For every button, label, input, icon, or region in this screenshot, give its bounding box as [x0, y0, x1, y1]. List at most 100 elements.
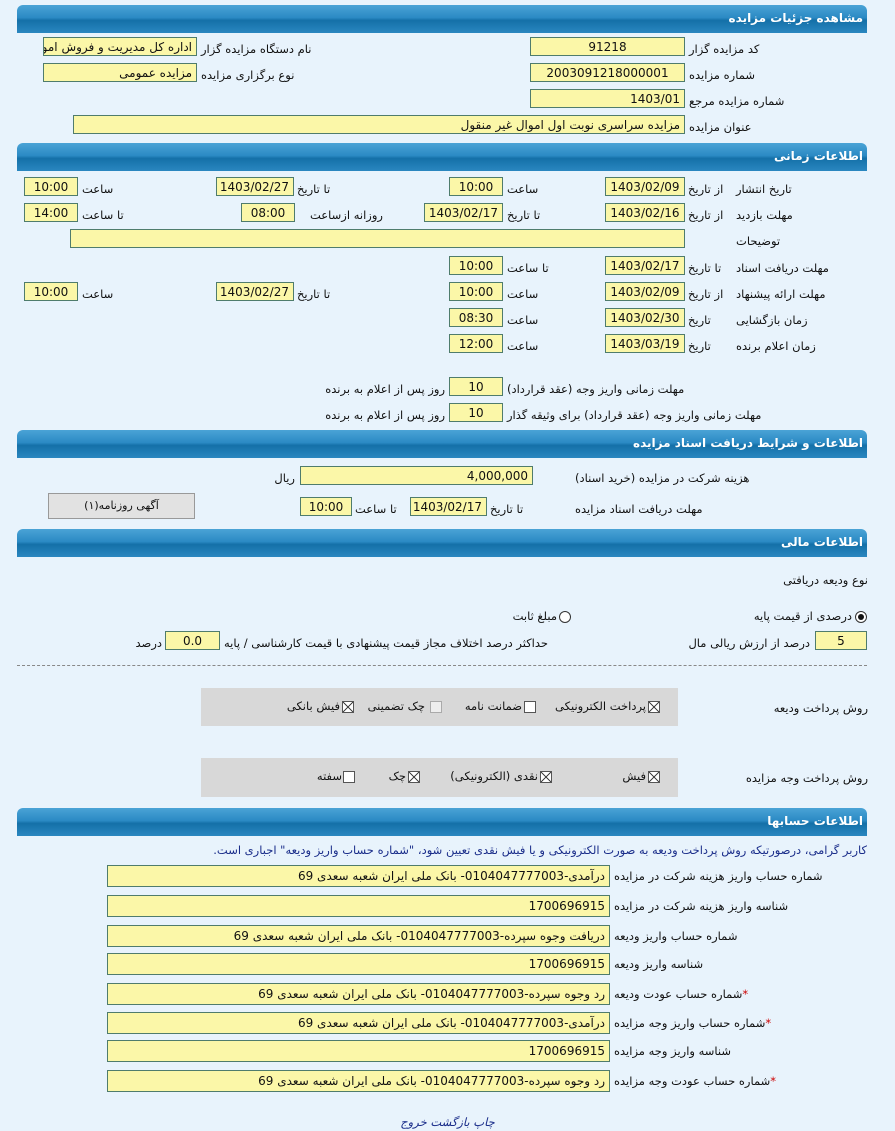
label: شماره مزایده [689, 68, 755, 82]
ref-field: 1403/01 [530, 89, 685, 108]
visit-to-time: 14:00 [24, 203, 78, 222]
opening-time: 08:30 [449, 308, 503, 327]
label: فیش [622, 769, 646, 783]
checkbox-promissory[interactable] [343, 771, 355, 783]
percent-field: 5 [815, 631, 867, 650]
winner-date: 1403/03/19 [605, 334, 685, 353]
account-label-text: شناسه واریز ودیعه [614, 957, 704, 971]
exit-link[interactable]: خروج [400, 1115, 427, 1129]
label: تاریخ [688, 313, 711, 327]
checkbox-cash[interactable] [540, 771, 552, 783]
docs-deadline-time: 10:00 [300, 497, 352, 516]
label: درصد [135, 636, 162, 650]
org-field: اداره کل مدیریت و فروش اموال [43, 37, 197, 56]
label: از تاریخ [688, 208, 724, 222]
label: روش پرداخت وجه مزایده [745, 771, 868, 785]
label: درصد از ارزش ریالی مال [688, 636, 810, 650]
label: زمان اعلام برنده [736, 339, 816, 353]
label: مهلت بازدید [736, 208, 793, 222]
divider [17, 665, 867, 666]
label: مهلت دریافت اسناد مزایده [575, 502, 703, 516]
account-field: رد وجوه سپرده-0104047777003- بانک ملی ای… [107, 983, 610, 1005]
back-link[interactable]: بازگشت [430, 1115, 470, 1129]
checkbox-receipt[interactable] [648, 771, 660, 783]
checkbox-bank-receipt[interactable] [342, 701, 354, 713]
account-label-text: شماره حساب عودت وجه مزایده [614, 1074, 771, 1088]
visit-from-date: 1403/02/16 [605, 203, 685, 222]
label: کد مزایده گزار [689, 42, 760, 56]
section-title: مشاهده جزئیات مزایده [728, 11, 863, 25]
label: عنوان مزایده [689, 120, 752, 134]
section-header-details: مشاهده جزئیات مزایده [17, 5, 867, 33]
account-label-text: شناسه واریز وجه مزایده [614, 1044, 732, 1058]
checkbox-guarantee[interactable] [524, 701, 536, 713]
account-field: درآمدی-0104047777003- بانک ملی ایران شعب… [107, 865, 610, 887]
offer-to-date: 1403/02/27 [216, 282, 294, 301]
label: ساعت [507, 287, 539, 301]
account-field: دریافت وجوه سپرده-0104047777003- بانک مل… [107, 925, 610, 947]
account-label: *شماره حساب عودت وجه مزایده [614, 1074, 776, 1088]
print-link[interactable]: چاپ [473, 1115, 495, 1129]
label: توضیحات [736, 234, 781, 248]
label: شماره مزایده مرجع [689, 94, 785, 108]
radio-percent[interactable] [855, 611, 867, 623]
label: ساعت [507, 182, 539, 196]
offer-from-time: 10:00 [449, 282, 503, 301]
label: نوع ودیعه دریافتی [783, 573, 868, 587]
publish-to-time: 10:00 [24, 177, 78, 196]
required-marker: * [765, 1016, 772, 1030]
section-title: اطلاعات مالی [780, 535, 863, 549]
label: از تاریخ [688, 287, 724, 301]
account-label-text: شماره حساب واریز ودیعه [614, 929, 738, 943]
required-marker: * [742, 987, 749, 1001]
publish-to-date: 1403/02/27 [216, 177, 294, 196]
label: پرداخت الکترونیکی [555, 699, 646, 713]
section-header-documents: اطلاعات و شرایط دریافت اسناد مزایده [17, 430, 867, 458]
pay-days-field: 10 [449, 377, 503, 396]
opening-date: 1403/02/30 [605, 308, 685, 327]
label: تاریخ [688, 339, 711, 353]
label: چک [388, 769, 406, 783]
label: تا تاریخ [688, 261, 722, 275]
label: نقدی (الکترونیکی) [450, 769, 538, 783]
winner-time: 12:00 [449, 334, 503, 353]
label: ریال [274, 471, 295, 485]
label: درصدی از قیمت پایه [753, 609, 852, 623]
publish-from-date: 1403/02/09 [605, 177, 685, 196]
footer-links: چاپ بازگشت خروج [0, 1115, 895, 1129]
newspaper-ad-button[interactable]: آگهی روزنامه(۱) [48, 493, 195, 519]
checkbox-electronic[interactable] [648, 701, 660, 713]
label: روز پس از اعلام به برنده [325, 382, 445, 396]
label: تا تاریخ [507, 208, 541, 222]
label: ساعت [507, 313, 539, 327]
label: ساعت [507, 339, 539, 353]
label: از تاریخ [688, 182, 724, 196]
account-label-text: شماره حساب واریز وجه مزایده [614, 1016, 766, 1030]
pay-days-guarantor-field: 10 [449, 403, 503, 422]
label: ساعت [82, 287, 114, 301]
label: تا ساعت [355, 502, 397, 516]
account-label: شماره حساب واریز ودیعه [614, 929, 737, 943]
label: ساعت [82, 182, 114, 196]
radio-fixed[interactable] [559, 611, 571, 623]
payment-methods-box [201, 758, 678, 797]
accounts-notice: کاربر گرامی، درصورتیکه روش پرداخت ودیعه … [213, 843, 867, 857]
code-field: 91218 [530, 37, 685, 56]
docs-deadline-date: 1403/02/17 [410, 497, 487, 516]
label: ضمانت نامه [464, 699, 522, 713]
label: تا تاریخ [297, 182, 331, 196]
label: چک تضمینی [367, 699, 425, 713]
checkbox-cheque[interactable] [430, 701, 442, 713]
account-label: *شماره حساب واریز وجه مزایده [614, 1016, 771, 1030]
offer-from-date: 1403/02/09 [605, 282, 685, 301]
max-diff-field: 0.0 [165, 631, 220, 650]
label: تا ساعت [507, 261, 549, 275]
publish-from-time: 10:00 [449, 177, 503, 196]
label: زمان بازگشایی [736, 313, 808, 327]
checkbox-check[interactable] [408, 771, 420, 783]
account-label: شناسه واریز وجه مزایده [614, 1044, 731, 1058]
type-field: مزایده عمومی [43, 63, 197, 82]
account-field: رد وجوه سپرده-0104047777003- بانک ملی ای… [107, 1070, 610, 1092]
account-label: شماره حساب واریز هزینه شرکت در مزایده [614, 869, 822, 883]
